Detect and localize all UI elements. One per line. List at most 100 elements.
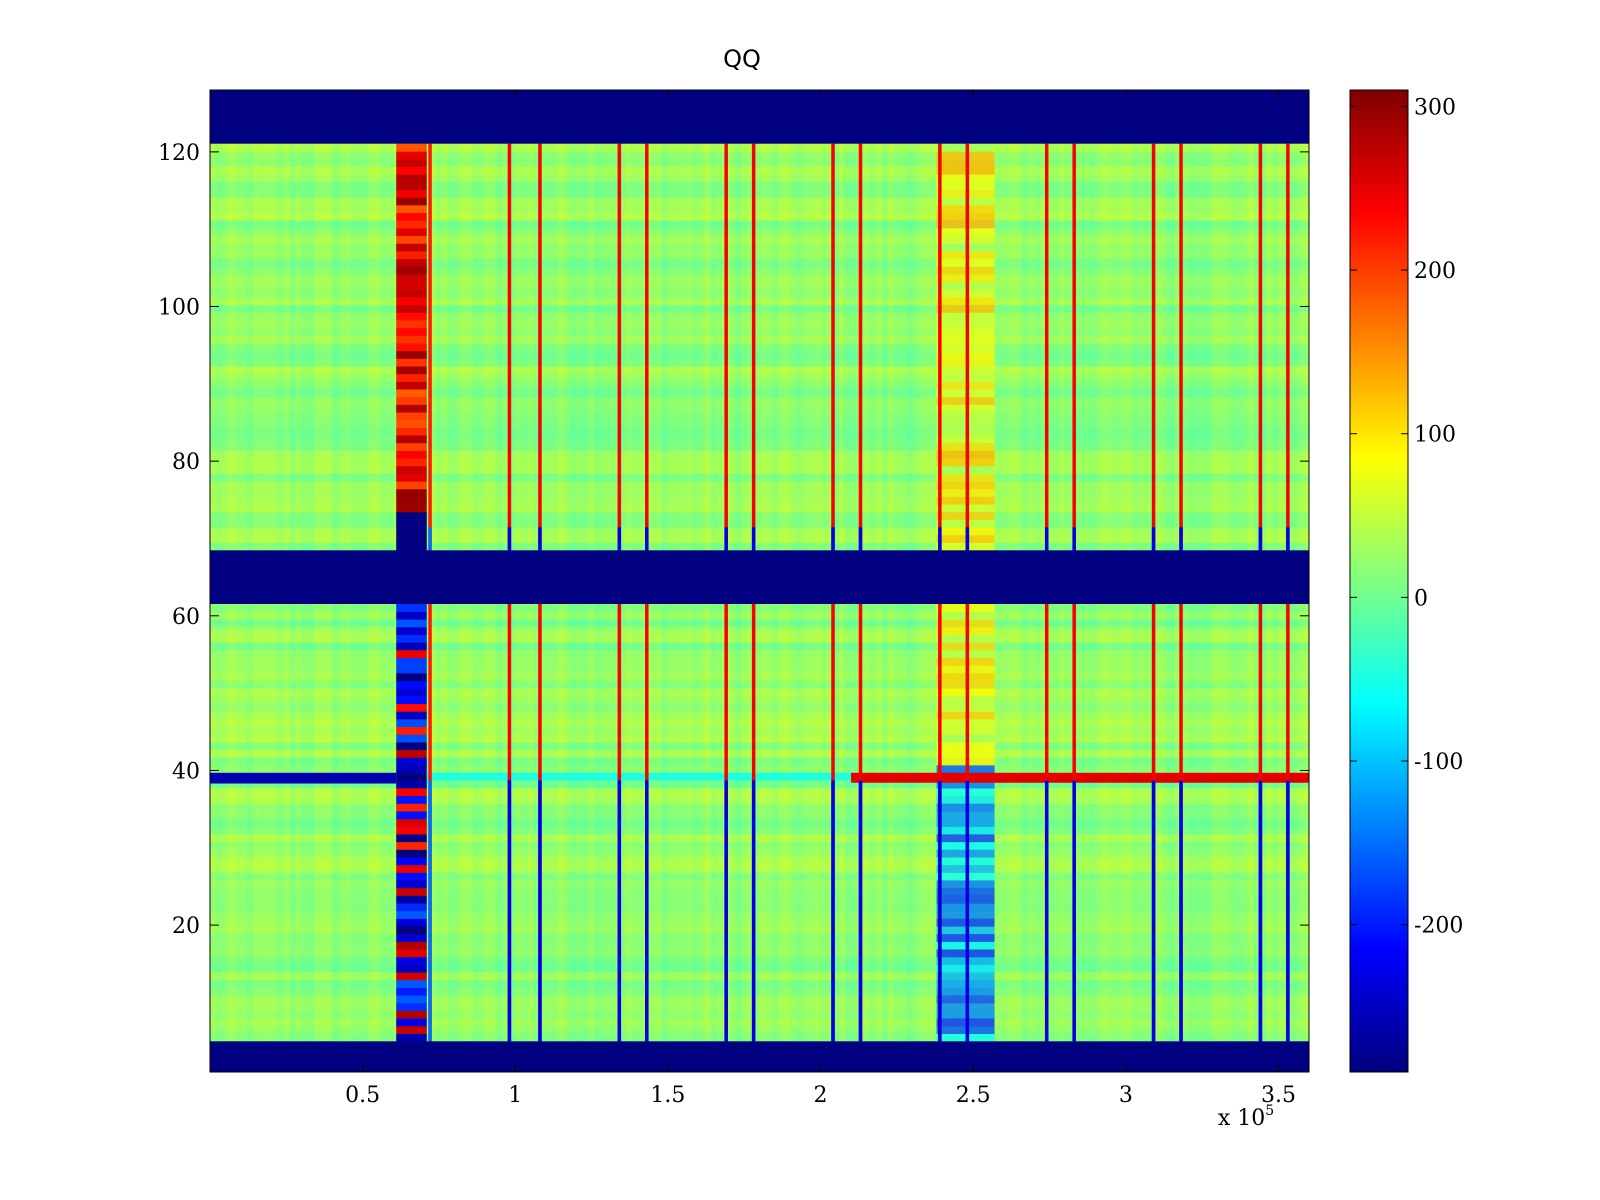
colorbar <box>1349 89 1409 1073</box>
vertical-line-gap <box>965 527 970 551</box>
block-cell <box>396 220 427 229</box>
segment-cell <box>936 159 995 168</box>
block-cell <box>396 918 427 927</box>
heatmap-row <box>210 389 1309 398</box>
vertical-line-lower <box>1179 780 1183 1042</box>
heatmap-row <box>210 1018 1309 1027</box>
block-cell <box>396 488 427 497</box>
heatmap-row <box>210 742 1309 751</box>
heatmap-row <box>210 834 1309 843</box>
heatmap-row <box>210 611 1309 620</box>
heatmap-row <box>210 343 1309 352</box>
segment-cell <box>936 381 995 390</box>
block-cell <box>396 857 427 866</box>
segment-cell <box>936 780 995 789</box>
block-cell <box>396 696 427 705</box>
segment-cell <box>936 412 995 421</box>
segment-cell <box>936 251 995 260</box>
block-cell <box>396 995 427 1004</box>
x-tick-label: 3.5 <box>1261 1083 1296 1108</box>
vertical-line-gap <box>858 527 863 551</box>
vertical-line-gap <box>1258 527 1263 551</box>
vertical-line-lower <box>724 780 728 1042</box>
x-tick-label: 3 <box>1119 1083 1133 1108</box>
segment-cell <box>936 1010 995 1019</box>
vertical-line-upper <box>507 143 512 551</box>
block-cell <box>396 243 427 252</box>
block-cell <box>396 166 427 175</box>
heatmap-row <box>210 680 1309 689</box>
segment-cell <box>936 818 995 827</box>
heatmap-row <box>210 880 1309 889</box>
heatmap-row <box>210 895 1309 904</box>
heatmap-row <box>210 818 1309 827</box>
block-cell <box>396 197 427 206</box>
segment-cell <box>936 274 995 283</box>
segment-cell <box>936 481 995 490</box>
vertical-line-gap <box>1044 527 1049 551</box>
x-tick-label: 2 <box>814 1083 828 1108</box>
heatmap-row <box>210 803 1309 812</box>
vertical-line-upper <box>645 143 649 551</box>
heatmap <box>210 90 1310 1073</box>
colorbar-tick-label: 300 <box>1414 95 1456 120</box>
segment-cell <box>936 389 995 398</box>
segment-cell <box>936 281 995 290</box>
block-cell <box>396 251 427 260</box>
heatmap-row <box>210 281 1309 290</box>
segment-cell <box>936 795 995 804</box>
segment-cell <box>936 258 995 267</box>
segment-cell <box>936 297 995 306</box>
segment-cell <box>936 650 995 659</box>
heatmap-row <box>210 627 1309 636</box>
heatmap-row <box>210 289 1309 298</box>
block-cell <box>396 864 427 873</box>
segment-cell <box>936 734 995 743</box>
heatmap-row <box>210 650 1309 659</box>
block-cell <box>396 903 427 912</box>
heatmap-row <box>210 450 1309 459</box>
heatmap-row <box>210 734 1309 743</box>
segment-cell <box>936 788 995 797</box>
segment-cell <box>936 228 995 237</box>
heatmap-row <box>210 1010 1309 1019</box>
vertical-line-lower <box>965 780 970 1042</box>
heatmap-row <box>210 212 1309 221</box>
heatmap-row <box>210 696 1309 705</box>
segment-cell <box>936 350 995 359</box>
heatmap-row <box>210 642 1309 651</box>
block-cell <box>396 458 427 467</box>
block-cell <box>396 619 427 628</box>
segment-cell <box>936 657 995 666</box>
block-cell <box>396 473 427 482</box>
block-cell <box>396 826 427 835</box>
block-cell <box>396 604 427 612</box>
block-cell <box>396 673 427 682</box>
block-cell <box>396 435 427 444</box>
block-cell <box>396 335 427 344</box>
block-cell <box>396 818 427 827</box>
block-cell <box>396 281 427 290</box>
block-cell <box>396 627 427 636</box>
block-cell <box>396 665 427 674</box>
block-cell <box>396 650 427 659</box>
block-cell <box>396 442 427 451</box>
heatmap-row <box>210 373 1309 382</box>
vertical-line-upper <box>831 143 835 551</box>
heatmap-row <box>210 220 1309 229</box>
heatmap-row <box>210 504 1309 513</box>
block-cell <box>396 266 427 275</box>
segment-cell <box>936 143 995 152</box>
vertical-line-gap <box>507 527 512 551</box>
row-39-left <box>210 772 397 784</box>
segment-cell <box>936 849 995 858</box>
y-axis-ticks: 20 40 60 80 100 120 <box>158 141 1309 939</box>
heatmap-row <box>210 634 1309 643</box>
vertical-line-upper <box>858 143 863 551</box>
block-cell <box>396 350 427 359</box>
vertical-line-lower <box>538 780 542 1042</box>
heatmap-row <box>210 496 1309 505</box>
block-cell <box>396 427 427 436</box>
heatmap-row <box>210 527 1309 536</box>
segment-cell <box>936 189 995 198</box>
